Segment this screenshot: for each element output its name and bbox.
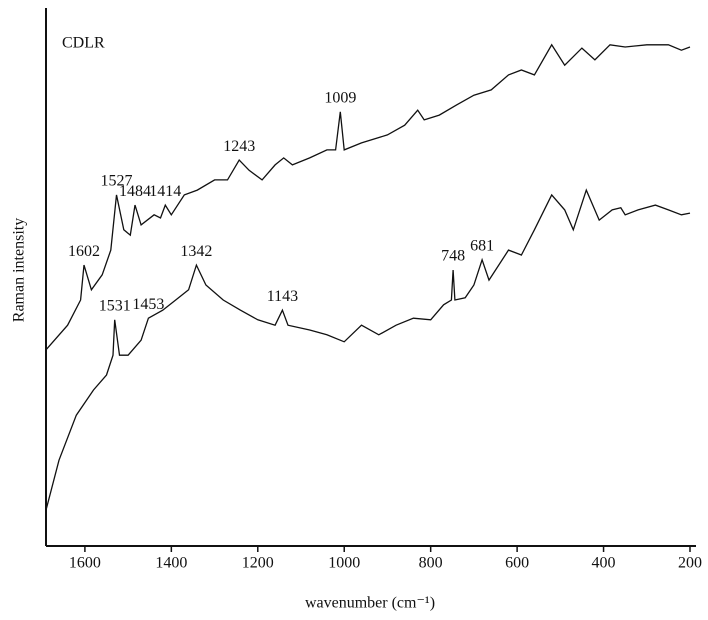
y-axis-title: Raman intensity bbox=[11, 218, 28, 322]
x-axis-title: wavenumber (cm⁻¹) bbox=[305, 595, 435, 612]
x-tick-label: 1000 bbox=[328, 555, 360, 572]
peak-label: 1531 bbox=[99, 297, 131, 314]
peak-label: 1453 bbox=[132, 296, 164, 313]
peak-label: 1143 bbox=[267, 288, 298, 305]
x-tick-label: 800 bbox=[419, 555, 443, 572]
peak-label: 681 bbox=[470, 237, 494, 254]
peak-label: 748 bbox=[441, 248, 465, 265]
chart-annotation: CDLR bbox=[62, 35, 105, 52]
peak-label: 1414 bbox=[149, 183, 181, 200]
x-tick-label: 1600 bbox=[69, 555, 101, 572]
x-tick-label: 200 bbox=[678, 555, 702, 572]
peak-label: 1009 bbox=[324, 90, 356, 107]
peak-label: 1342 bbox=[180, 243, 212, 260]
peak-label: 1243 bbox=[223, 138, 255, 155]
x-tick-label: 600 bbox=[505, 555, 529, 572]
x-tick-label: 1400 bbox=[155, 555, 187, 572]
peak-label: 1484 bbox=[119, 183, 151, 200]
x-tick-label: 1200 bbox=[242, 555, 274, 572]
x-tick-label: 400 bbox=[592, 555, 616, 572]
spectrum-line bbox=[45, 188, 691, 511]
spectrum-line bbox=[45, 43, 691, 351]
peak-label: 1602 bbox=[68, 243, 100, 260]
peak-label: 1527 bbox=[100, 173, 132, 190]
